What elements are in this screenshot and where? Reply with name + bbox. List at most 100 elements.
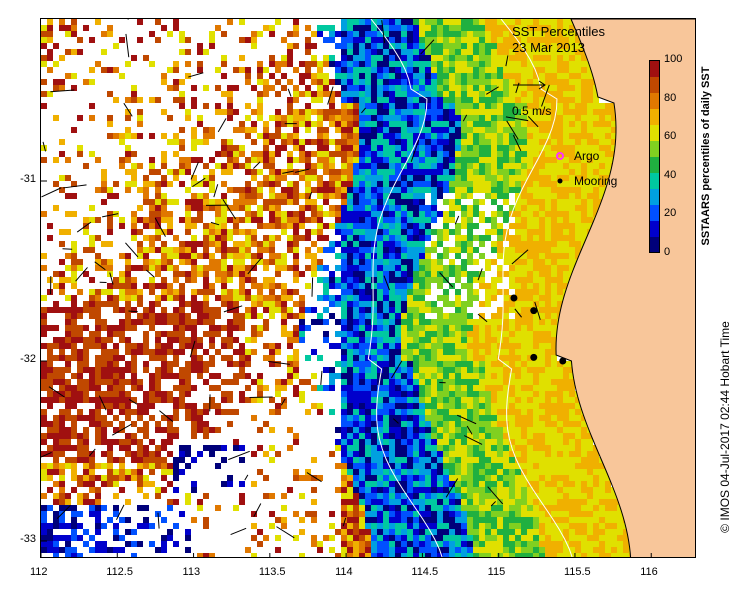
current-vector xyxy=(505,116,529,122)
current-vector xyxy=(287,88,292,97)
current-vector xyxy=(381,20,386,43)
colorbar-segment xyxy=(650,188,659,205)
current-vector xyxy=(320,370,323,385)
colorbar xyxy=(649,60,660,253)
y-tick-label: -32 xyxy=(20,353,36,365)
current-vector xyxy=(490,501,496,507)
colorbar-tick-label: 100 xyxy=(664,53,683,65)
current-vector xyxy=(511,249,529,265)
current-vector xyxy=(111,423,132,436)
mooring-marker xyxy=(559,357,567,365)
current-vector xyxy=(223,305,243,313)
current-vector xyxy=(462,114,468,122)
colorbar-segment xyxy=(650,156,659,173)
current-vector xyxy=(62,248,73,250)
colorbar-label: SSTAARS percentiles of daily SST xyxy=(700,66,712,246)
current-vector xyxy=(115,504,125,520)
current-vector xyxy=(56,505,71,519)
x-tick-label: 113.5 xyxy=(258,566,286,578)
current-vector xyxy=(392,418,399,424)
current-vector xyxy=(128,310,138,313)
contour-line xyxy=(497,19,573,557)
current-vector xyxy=(41,452,52,458)
x-tick-label: 115.5 xyxy=(563,566,591,578)
current-vector xyxy=(466,425,473,435)
current-vector xyxy=(308,191,313,200)
current-vector xyxy=(192,177,206,188)
current-vector xyxy=(123,102,133,117)
current-vector xyxy=(145,269,155,278)
sst-map[interactable] xyxy=(41,19,696,558)
x-tick-label: 112.5 xyxy=(106,566,133,578)
current-vector xyxy=(486,86,499,95)
colorbar-tick-label: 60 xyxy=(664,130,677,143)
current-vector xyxy=(159,410,174,422)
mooring-marker xyxy=(530,353,538,361)
current-vector xyxy=(94,261,106,271)
colorbar-segment xyxy=(650,140,659,157)
current-vector xyxy=(76,221,92,233)
current-vector xyxy=(294,168,310,173)
current-vector xyxy=(154,217,166,237)
current-vector xyxy=(75,267,88,282)
argo-legend-label: Argo xyxy=(574,149,600,163)
colorbar-segment xyxy=(650,124,659,142)
map-title: SST Percentiles xyxy=(512,24,605,39)
colorbar-segment xyxy=(650,108,659,126)
contour-line xyxy=(367,19,443,557)
current-vector xyxy=(222,198,237,220)
current-vector xyxy=(41,187,62,198)
current-vector xyxy=(42,141,47,152)
map-date: 23 Mar 2013 xyxy=(512,40,585,55)
current-vector xyxy=(527,116,539,128)
current-vector xyxy=(282,170,294,174)
vector-scale-label: 0.5 m/s xyxy=(512,104,552,118)
y-tick-label: -31 xyxy=(20,173,36,185)
mooring-marker xyxy=(510,294,518,302)
y-tick-label: -33 xyxy=(20,533,36,545)
colorbar-tick-label: 40 xyxy=(664,168,677,181)
current-vector xyxy=(311,277,314,297)
current-vector xyxy=(505,55,509,67)
current-vector xyxy=(514,308,523,318)
current-vector xyxy=(410,139,420,162)
current-vector xyxy=(190,162,199,180)
argo-legend-symbol xyxy=(556,152,564,160)
current-vector xyxy=(249,396,273,399)
x-tick-label: 114.5 xyxy=(411,566,439,578)
current-vector xyxy=(445,478,459,498)
mooring-legend-label: Mooring xyxy=(574,174,618,188)
current-vector xyxy=(383,275,390,291)
current-vector xyxy=(306,472,322,483)
current-vector xyxy=(534,301,541,320)
current-vector xyxy=(217,118,227,133)
current-vector xyxy=(268,360,290,365)
current-vector xyxy=(276,526,295,539)
colorbar-segment xyxy=(650,92,659,110)
current-vector xyxy=(361,107,367,114)
current-vector xyxy=(48,386,65,398)
current-vector xyxy=(189,340,196,358)
colorbar-tick-label: 20 xyxy=(664,207,677,220)
colorbar-tick-label: 80 xyxy=(664,91,677,104)
current-vector xyxy=(244,474,249,481)
colorbar-tick-label: 0 xyxy=(664,246,671,258)
current-vector xyxy=(487,486,504,505)
current-vector xyxy=(50,89,75,93)
current-vector xyxy=(247,257,262,275)
current-vector xyxy=(327,86,334,105)
mooring-legend-symbol xyxy=(557,178,563,184)
current-vector xyxy=(128,399,138,405)
sst-raster xyxy=(41,19,635,557)
colorbar-segment xyxy=(650,61,659,78)
current-vector xyxy=(506,120,519,140)
current-vector xyxy=(63,184,87,189)
map-frame[interactable] xyxy=(40,18,696,558)
x-tick-label: 113 xyxy=(182,566,201,578)
mooring-marker xyxy=(530,307,538,315)
current-vector xyxy=(280,398,286,406)
current-vector xyxy=(157,512,160,529)
x-tick-label: 115 xyxy=(487,566,506,578)
current-vector xyxy=(188,72,204,78)
current-vector xyxy=(109,272,114,285)
